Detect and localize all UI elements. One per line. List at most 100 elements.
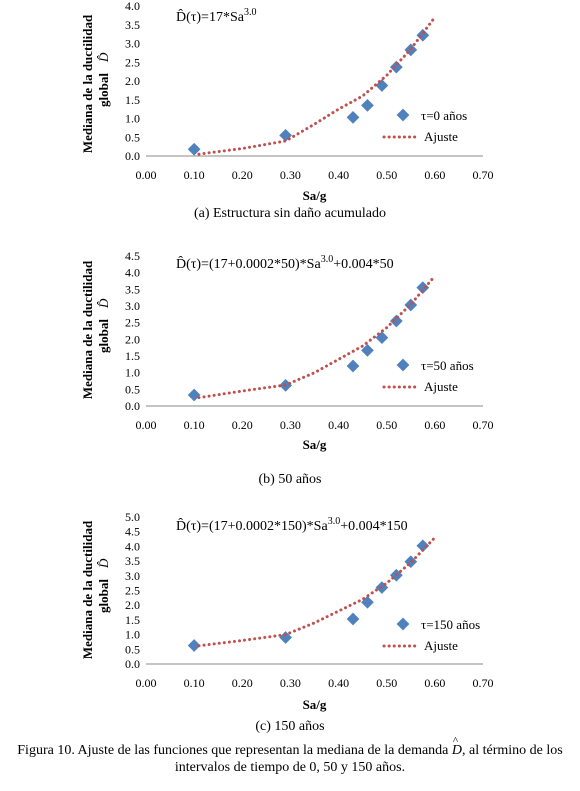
legend-label-points: τ=150 años xyxy=(421,617,480,632)
y-tick-label: 3.5 xyxy=(125,554,140,568)
fit-line xyxy=(197,274,437,400)
y-label-line1: Mediana de la ductilidad xyxy=(80,260,95,399)
y-label-line2: global xyxy=(96,319,111,353)
chart-1: 0.0 0.5 1.0 1.5 2.0 2.5 3.0 3.5 4.0 0.00 0.10 0.20 0… xyxy=(80,0,494,203)
y-tick-label: 2.0 xyxy=(125,332,140,346)
y-tick-label: 4.0 xyxy=(125,266,140,280)
y-label-symbol: D̂ xyxy=(96,52,111,63)
y-tick-label: 4.5 xyxy=(125,249,140,263)
y-label-line1: Mediana de la ductilidad xyxy=(80,14,95,153)
fit-equation-exponent: 3.0 xyxy=(321,254,334,265)
subcaption-a: (a) Estructura sin daño acumulado xyxy=(193,206,387,221)
data-point xyxy=(416,281,430,295)
x-tick-label: 0.50 xyxy=(376,676,397,690)
legend-label-points: τ=50 años xyxy=(421,358,474,373)
data-point xyxy=(375,79,389,92)
x-tick-label: 0.60 xyxy=(424,676,445,690)
subcaption-b: (b) 50 años xyxy=(258,472,322,487)
x-tick-label: 0.30 xyxy=(280,676,301,690)
legend-label-points: τ=0 años xyxy=(421,108,467,123)
y-tick-label: 4.0 xyxy=(125,0,140,13)
y-tick-label: 2.5 xyxy=(125,584,140,598)
figure-caption: Figura 10. Ajuste de las funciones que r… xyxy=(0,733,580,776)
x-tick-label: 0.20 xyxy=(232,676,253,690)
data-point xyxy=(389,314,403,328)
y-tick-label: 1.5 xyxy=(125,613,140,627)
y-label-line2: global xyxy=(96,73,111,107)
caption-symbol: D xyxy=(452,733,462,759)
y-tick-label: 3.0 xyxy=(125,37,140,51)
fit-equation-exponent: 3.0 xyxy=(244,7,257,18)
x-tick-label: 0.50 xyxy=(376,418,397,432)
y-tick-label: 0.0 xyxy=(125,399,140,413)
data-point xyxy=(346,111,360,124)
y-tick-label: 0.0 xyxy=(125,149,140,163)
x-tick-label: 0.50 xyxy=(376,168,397,182)
y-tick-label: 3.5 xyxy=(125,282,140,296)
x-tick-label: 0.10 xyxy=(184,418,205,432)
y-tick-label: 0.0 xyxy=(125,657,140,671)
y-tick-label: 1.5 xyxy=(125,93,140,107)
x-tick-label: 0.60 xyxy=(424,168,445,182)
y-axis-label: Mediana de la ductilidad global D̂ xyxy=(80,520,111,659)
fit-equation: D̂(τ)=17*Sa3.0 xyxy=(176,7,256,25)
y-tick-label: 3.0 xyxy=(125,299,140,313)
x-tick-label: 0.40 xyxy=(328,168,349,182)
x-tick-label: 0.20 xyxy=(232,168,253,182)
y-label-line1: Mediana de la ductilidad xyxy=(80,520,95,659)
y-tick-label: 2.5 xyxy=(125,316,140,330)
data-point xyxy=(361,99,374,112)
x-tick-label: 0.30 xyxy=(280,168,301,182)
x-axis-label: Sa/g xyxy=(303,188,327,203)
x-tick-label: 0.40 xyxy=(328,676,349,690)
legend: τ=0 años Ajuste xyxy=(382,108,467,144)
fit-line xyxy=(197,15,437,156)
data-point xyxy=(346,359,360,373)
data-point xyxy=(187,142,201,156)
y-tick-label: 3.0 xyxy=(125,569,140,583)
y-tick-label: 0.5 xyxy=(125,130,140,144)
x-tick-label: 0.00 xyxy=(136,168,157,182)
caption-line1-a: Figura 10. Ajuste de las funciones que r… xyxy=(17,743,449,758)
y-tick-label: 1.0 xyxy=(125,628,140,642)
x-tick-label: 0.10 xyxy=(184,168,205,182)
data-point xyxy=(187,388,201,402)
legend: τ=150 años Ajuste xyxy=(382,617,480,653)
fit-equation: D̂(τ)=(17+0.0002*150)*Sa3.0+0.004*150 xyxy=(176,516,408,534)
y-tick-label: 0.5 xyxy=(125,642,140,656)
legend-label-fit: Ajuste xyxy=(424,129,458,144)
legend-marker-points xyxy=(396,358,410,372)
legend-label-fit: Ajuste xyxy=(424,379,458,394)
y-tick-label: 2.5 xyxy=(125,55,140,69)
x-tick-label: 0.70 xyxy=(473,676,494,690)
caption-line1-b: , al término de los xyxy=(462,743,563,758)
chart-3: 0.00.51.01.52.02.53.03.54.04.55.00.00 0.1… xyxy=(80,510,494,712)
y-label-symbol: D̂ xyxy=(96,298,111,309)
y-axis-label: Mediana de la ductilidad global D̂ xyxy=(80,14,111,153)
y-tick-label: 1.0 xyxy=(125,366,140,380)
x-axis-label: Sa/g xyxy=(303,697,327,712)
fit-line xyxy=(197,536,437,648)
y-tick-label: 1.5 xyxy=(125,349,140,363)
data-point xyxy=(416,28,430,42)
y-tick-label: 2.0 xyxy=(125,74,140,88)
legend-marker-points xyxy=(396,108,410,122)
x-tick-label: 0.40 xyxy=(328,418,349,432)
legend-marker-points xyxy=(396,617,410,631)
y-label-symbol: D̂ xyxy=(96,558,111,569)
y-label-line2: global xyxy=(96,579,111,613)
y-axis-label: Mediana de la ductilidad global D̂ xyxy=(80,260,111,399)
legend: τ=50 años Ajuste xyxy=(382,358,474,394)
data-point xyxy=(361,343,374,357)
x-tick-label: 0.20 xyxy=(232,418,253,432)
x-axis-label: Sa/g xyxy=(303,437,327,452)
chart-2: 0.0 0.5 1.0 1.5 2.0 2.5 3.0 3.5 4.0 4.5 0.00 0.10 0.… xyxy=(80,249,494,452)
data-point xyxy=(404,298,418,312)
fit-equation: D̂(τ)=(17+0.0002*50)*Sa3.0+0.004*50 xyxy=(176,254,394,272)
x-tick-label: 0.30 xyxy=(280,418,301,432)
y-tick-label: 0.5 xyxy=(125,382,140,396)
y-tick-label: 4.5 xyxy=(125,525,140,539)
y-tick-label: 3.5 xyxy=(125,18,140,32)
x-tick-label: 0.70 xyxy=(473,418,494,432)
x-tick-label: 0.00 xyxy=(136,676,157,690)
